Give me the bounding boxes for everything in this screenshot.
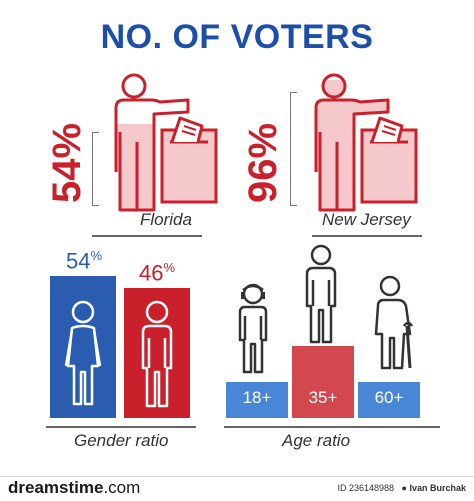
female-icon xyxy=(64,300,102,406)
female-bar xyxy=(50,276,116,418)
age-bar-label: 60+ xyxy=(374,388,404,407)
young-person-icon xyxy=(238,283,268,374)
gender-underline xyxy=(46,426,196,428)
age-bar-label: 35+ xyxy=(308,388,338,407)
florida-underline xyxy=(92,235,202,237)
age-bar-label: 18+ xyxy=(242,388,272,407)
elderly-person-icon xyxy=(374,275,414,370)
florida-percent: 54% xyxy=(45,122,89,203)
florida-bracket xyxy=(92,132,99,206)
new-jersey-underline xyxy=(312,235,422,237)
age-bar-1: 35+ xyxy=(292,346,354,418)
age-bar-2: 60+ xyxy=(358,382,420,418)
adult-person-icon xyxy=(305,244,337,344)
florida-fill xyxy=(116,124,154,210)
chart-title: NO. OF VOTERS xyxy=(100,18,374,56)
footer-strip xyxy=(0,476,474,501)
age-ratio-label: Age ratio xyxy=(282,431,351,450)
age-bar-0: 18+ xyxy=(226,382,288,418)
new-jersey-percent: 96% xyxy=(241,122,285,203)
new-jersey-bracket xyxy=(290,92,297,206)
male-icon xyxy=(141,300,173,408)
florida-label: Florida xyxy=(140,210,192,229)
male-bar xyxy=(124,288,190,418)
new-jersey-voter-icon xyxy=(314,73,418,212)
author-icon: ● xyxy=(401,483,407,493)
watermark-id: ID 236148988 ● Ivan Burchak xyxy=(337,483,466,493)
new-jersey-label: New Jersey xyxy=(322,210,411,229)
watermark-brand: dreamstime.com xyxy=(8,478,141,497)
gender-ratio-label: Gender ratio xyxy=(74,431,169,450)
florida-voter-icon xyxy=(114,73,218,212)
age-underline xyxy=(224,426,440,428)
male-percent: 46% xyxy=(139,260,176,286)
female-percent: 54% xyxy=(66,248,103,274)
